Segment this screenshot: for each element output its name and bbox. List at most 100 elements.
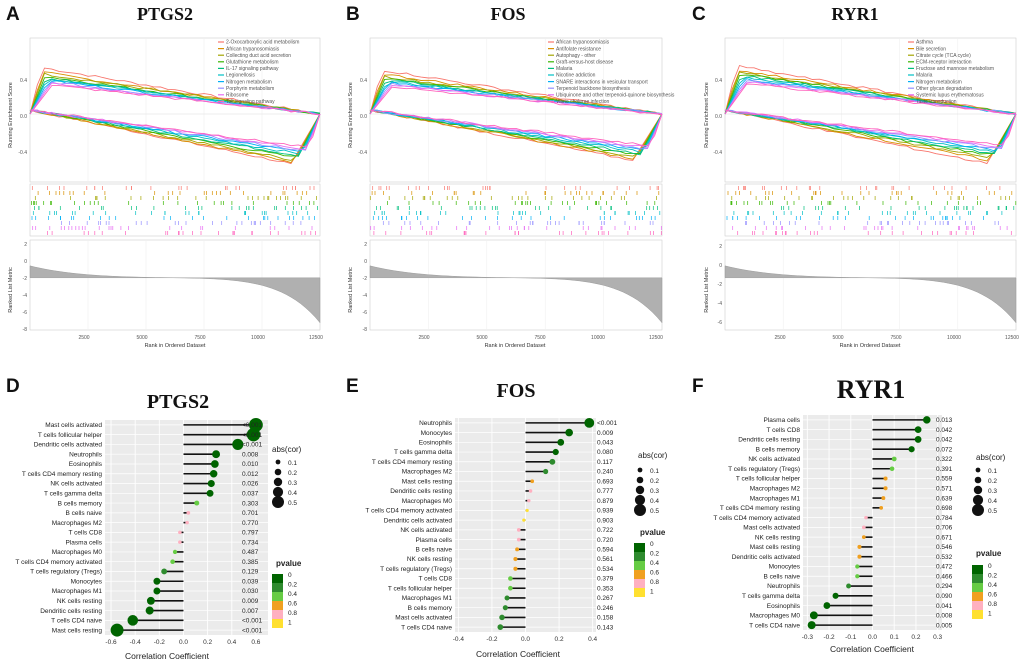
cell-type-label: Macrophages M2 bbox=[402, 469, 453, 476]
pathway-legend-label: Nitrogen metabolism bbox=[226, 79, 272, 85]
size-legend-dot bbox=[637, 467, 643, 473]
metric-tick-label: 0 bbox=[364, 259, 367, 265]
x-tick-label: 2500 bbox=[774, 335, 785, 341]
p-value-label: 0.043 bbox=[597, 440, 614, 447]
p-value-label: 0.041 bbox=[936, 603, 953, 610]
color-legend-swatch bbox=[634, 588, 645, 597]
p-value-label: 0.026 bbox=[242, 481, 259, 488]
lollipop-point bbox=[207, 479, 215, 488]
lollipop-point bbox=[557, 438, 565, 446]
x-axis-title: Rank in Ordered Dataset bbox=[840, 343, 901, 349]
size-legend-label: 0.5 bbox=[988, 508, 997, 515]
color-legend-label: 0.8 bbox=[288, 610, 297, 617]
x-tick-label: -0.2 bbox=[486, 636, 498, 643]
lollipop-point bbox=[508, 585, 513, 591]
p-value-label: 0.294 bbox=[936, 583, 953, 590]
pathway-legend-label: Other glycan degradation bbox=[916, 86, 972, 92]
x-tick-label: 2500 bbox=[418, 335, 429, 341]
enrichment-curve-down bbox=[369, 109, 663, 147]
color-legend-swatch bbox=[972, 601, 983, 610]
lollipop-point bbox=[846, 583, 852, 589]
color-legend-swatch bbox=[634, 579, 645, 588]
color-legend-swatch bbox=[634, 561, 645, 570]
panel-letter: B bbox=[346, 4, 360, 25]
x-axis-title: Rank in Ordered Dataset bbox=[145, 343, 206, 349]
hit-strip-area bbox=[369, 183, 663, 237]
p-value-label: 0.158 bbox=[597, 615, 614, 622]
pathway-legend-label: Vibrio cholerae infection bbox=[556, 99, 609, 105]
lollipop-chart-d: -0.6 -0.4 -0.2 0.0 0.2 0.4 0.6 Mast cells activ… bbox=[15, 417, 297, 646]
metric-tick-label: -4 bbox=[718, 301, 723, 307]
color-legend-label: 0.8 bbox=[988, 601, 997, 608]
gene-title: RYR1 bbox=[831, 4, 878, 24]
cell-type-label: Plasma cells bbox=[416, 537, 453, 544]
lollipop-point bbox=[809, 611, 818, 620]
x-tick-label: -0.2 bbox=[823, 634, 835, 641]
color-legend-swatch bbox=[272, 592, 283, 601]
color-legend-swatch bbox=[272, 601, 283, 610]
p-value-label: 0.008 bbox=[242, 451, 259, 458]
cell-type-label: Dendritic cells resting bbox=[40, 608, 102, 615]
p-value-label: 0.267 bbox=[597, 595, 614, 602]
cell-type-label: B cells memory bbox=[58, 500, 103, 507]
size-legend-label: 0.3 bbox=[650, 488, 659, 495]
pathway-legend-label: Malaria bbox=[916, 73, 933, 79]
cell-type-label: Macrophages M0 bbox=[750, 613, 801, 620]
metric-tick-label: -2 bbox=[718, 282, 723, 288]
cell-type-label: T cells regulatory (Tregs) bbox=[380, 566, 452, 573]
cell-type-label: T cells CD8 bbox=[767, 427, 801, 434]
p-value-label: 0.777 bbox=[597, 488, 614, 495]
lollipop-point bbox=[194, 500, 200, 506]
size-legend-title: abs(cor) bbox=[976, 453, 1006, 462]
cell-type-label: Dendritic cells resting bbox=[390, 488, 452, 495]
x-tick-label: 10000 bbox=[591, 335, 605, 341]
cell-type-label: T cells CD8 bbox=[419, 576, 453, 583]
cell-type-label: B cells naive bbox=[764, 573, 801, 580]
size-legend-dot bbox=[972, 494, 984, 506]
color-legend-label: 0.6 bbox=[288, 600, 297, 607]
size-legend-label: 0.2 bbox=[288, 470, 297, 477]
plot-background bbox=[105, 420, 268, 635]
lollipop-point bbox=[504, 595, 510, 601]
lollipop-point bbox=[145, 606, 154, 615]
lollipop-point bbox=[861, 525, 866, 530]
cell-type-label: T cells CD8 bbox=[69, 530, 103, 537]
lollipop-panel-f: F RYR1 Correlation Coefficient abs(cor) … bbox=[692, 375, 1006, 654]
cell-type-label: Eosinophils bbox=[419, 440, 453, 447]
lollipop-point bbox=[516, 537, 521, 542]
gsea-panel-a: A PTGS2 Running Enrichment Score Ranked … bbox=[6, 4, 323, 349]
ranked-list-metric bbox=[724, 265, 1017, 324]
cell-type-label: NK cells resting bbox=[57, 598, 103, 605]
lollipop-point bbox=[185, 520, 189, 525]
pathway-legend-label: 2-Oxocarboxylic acid metabolism bbox=[226, 40, 299, 46]
pathway-legend-label: Porphyrin metabolism bbox=[226, 86, 274, 92]
size-legend-label: 0.1 bbox=[988, 468, 997, 475]
x-tick-label: -0.6 bbox=[105, 639, 117, 646]
color-legend-swatch bbox=[972, 565, 983, 574]
lollipop-point bbox=[178, 540, 182, 544]
lollipop-point bbox=[161, 568, 168, 575]
color-legend-swatch bbox=[972, 583, 983, 592]
ranked-list-metric bbox=[29, 265, 321, 324]
color-legend-label: 0.4 bbox=[650, 560, 659, 567]
x-tick-label: 12500 bbox=[309, 335, 323, 341]
cell-type-label: Mast cells resting bbox=[402, 478, 453, 485]
enrichment-curve-down bbox=[29, 109, 321, 161]
cell-type-label: Neutrophils bbox=[419, 420, 453, 427]
enrichment-curve-up bbox=[29, 67, 321, 116]
color-legend-label: 0.2 bbox=[988, 572, 997, 579]
x-tick-label: 0.0 bbox=[179, 639, 188, 646]
lollipop-point bbox=[513, 566, 518, 571]
lollipop-point bbox=[186, 510, 191, 515]
x-tick-label: 0.3 bbox=[933, 634, 942, 641]
size-legend-label: 0.4 bbox=[988, 498, 997, 505]
enrichment-curve-up bbox=[724, 83, 1017, 115]
pathway-legend-label: Fructose and mannose metabolism bbox=[916, 66, 994, 72]
x-axis-title: Correlation Coefficient bbox=[125, 651, 210, 661]
p-value-label: <0.001 bbox=[242, 442, 262, 449]
p-value-label: 0.117 bbox=[597, 459, 613, 466]
lollipop-point bbox=[502, 605, 508, 611]
enrichment-curve-down bbox=[29, 109, 321, 148]
size-legend-dot bbox=[274, 468, 282, 476]
